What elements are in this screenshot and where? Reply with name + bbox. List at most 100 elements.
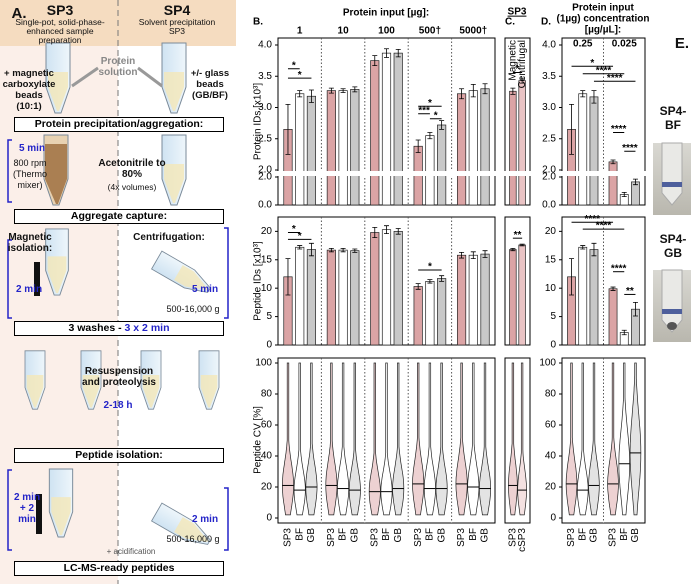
label: Acetonitrile to 80% [98, 158, 166, 180]
time: 5 min [191, 284, 219, 295]
error-bar [459, 251, 465, 259]
chart-label: D. [541, 17, 551, 28]
arrow [71, 66, 163, 88]
violin [380, 362, 393, 516]
y-tick-label: 0 [550, 340, 556, 351]
x-tick-label: BF [381, 528, 392, 541]
bar [350, 89, 360, 206]
time-brackets [7, 139, 229, 551]
y-tick-label: 0 [266, 340, 272, 351]
violin [517, 362, 527, 516]
error-bar [591, 242, 597, 257]
violin [423, 362, 436, 516]
y-tick-label: 80 [545, 389, 557, 400]
error-bar [297, 245, 303, 250]
photo-label: SP4-BF [659, 104, 687, 132]
step-box: 3 washes - 3 x 2 min [14, 321, 224, 336]
y-tick-label: 20 [545, 482, 557, 493]
y-tick-label: 2.0 [542, 172, 556, 183]
y-axis-label: Peptide IDs [x10³] [253, 241, 264, 321]
x-tick-label: BF [294, 528, 305, 541]
chart-title: Protein input [µg]: [343, 8, 429, 19]
bar [631, 181, 640, 206]
violin [305, 362, 318, 516]
axis-break [274, 171, 497, 176]
label: 800 rpm (Thermo mixer) [12, 158, 47, 190]
bar [306, 249, 317, 346]
error-bar [384, 225, 389, 235]
step-box: Aggregate capture: [14, 209, 224, 224]
violin [588, 362, 600, 516]
method-desc: Single-pot, solid-phase-enhanced sample … [15, 17, 105, 45]
y-tick-label: 3.0 [258, 102, 272, 113]
bar [578, 93, 588, 206]
label: Centrifugation: [133, 232, 205, 243]
violin [565, 362, 578, 516]
error-bar [580, 245, 586, 250]
x-tick-label: cSP3 [517, 528, 528, 552]
label: (4x volumes) [107, 182, 157, 192]
series-name: Centrifugal [517, 40, 528, 88]
group-label: 0.25 [573, 39, 593, 50]
bar [425, 281, 435, 346]
x-tick-label: GB [480, 528, 491, 543]
y-tick-label: 2.0 [258, 172, 272, 183]
error-bar [632, 301, 638, 317]
x-tick-label: SP3 [413, 528, 424, 547]
x-tick-label: SP3 [508, 528, 519, 547]
y-axis-label: Peptide CV [%] [253, 406, 264, 474]
significance-label: * [428, 262, 432, 273]
y-tick-label: 60 [545, 420, 557, 431]
chart-title: Protein input [572, 3, 634, 14]
violin [479, 362, 491, 516]
bar [393, 231, 403, 346]
magnet [34, 262, 40, 296]
significance-label: **** [596, 65, 612, 76]
bar [381, 229, 392, 346]
y-tick-label: 2.5 [542, 133, 556, 144]
photo-label: SP4-GB [659, 232, 687, 260]
bar [425, 135, 435, 206]
panel-label: E. [674, 35, 690, 52]
error-bar [621, 329, 627, 336]
significance-label: * [516, 64, 520, 75]
y-tick-label: 15 [545, 254, 557, 265]
bar [413, 286, 423, 346]
x-tick-label: GB [349, 528, 360, 543]
magnet [36, 494, 42, 534]
y-tick-label: 2.0 [258, 165, 272, 176]
plot-frame [277, 357, 496, 524]
bar [338, 90, 348, 206]
significance-label: **** [596, 221, 612, 232]
error-bar [352, 86, 358, 93]
error-bar [519, 243, 525, 247]
significance-label: **** [584, 214, 600, 225]
plot-frame [504, 37, 531, 206]
bar [468, 90, 478, 206]
x-tick-label: GB [393, 528, 404, 543]
error-bar [427, 279, 433, 284]
error-bar [297, 90, 303, 98]
x-tick-label: GB [589, 528, 600, 543]
bar [306, 95, 317, 206]
violin [293, 362, 306, 516]
x-tick-label: BF [468, 528, 479, 541]
error-bar [372, 226, 378, 239]
group-label: 100 [378, 26, 395, 37]
x-tick-label: BF [338, 528, 349, 541]
error-bar [610, 286, 616, 291]
y-tick-label: 0.0 [258, 200, 272, 211]
x-tick-label: BF [619, 528, 630, 541]
violin [607, 362, 619, 516]
step-box: LC-MS-ready peptides [14, 561, 224, 576]
significance-label: * [292, 60, 296, 71]
bar [295, 93, 305, 206]
x-tick-label: GB [436, 528, 447, 543]
bar [338, 249, 348, 346]
significance-label: * [292, 224, 296, 235]
bar [608, 288, 618, 346]
violin [629, 362, 642, 516]
significance-label: ** [514, 230, 522, 241]
error-bar [328, 87, 334, 94]
error-bar [591, 90, 597, 104]
